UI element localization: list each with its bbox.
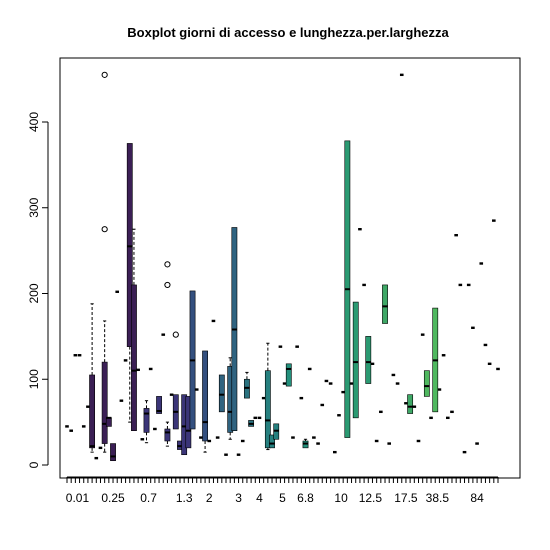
x-axis: 0.01 0.25 0.7 1.3 2 3 4 5 6.8 10 12.5 17.5 38.5 84 (66, 476, 499, 505)
outlier-point (101, 71, 108, 78)
x-tick-label: 0.7 (140, 491, 157, 505)
box-group (244, 371, 250, 399)
box-group (264, 342, 271, 451)
box-group (344, 140, 351, 438)
box-group (105, 416, 112, 427)
box-group (248, 420, 255, 427)
y-tick-label: 100 (27, 369, 41, 389)
x-tick-label: 0.25 (101, 491, 125, 505)
box-group (407, 394, 414, 414)
x-tick-label: 3 (235, 491, 242, 505)
plot-frame (59, 57, 521, 479)
box-group (110, 443, 116, 462)
box-body (285, 363, 292, 387)
x-tick-label: 5 (279, 491, 286, 505)
box-group (423, 370, 430, 397)
box-body (352, 301, 359, 419)
box-body (407, 394, 414, 414)
box-group (156, 396, 162, 414)
box-group (131, 228, 137, 431)
y-tick-label: 300 (27, 197, 41, 217)
box-body (105, 417, 112, 427)
box-group (365, 336, 372, 384)
x-tick-label: 1.3 (176, 491, 193, 505)
box-group (189, 290, 196, 430)
box-body (218, 374, 225, 413)
box-group (352, 301, 359, 419)
box-body (131, 284, 137, 431)
y-tick-label: 400 (27, 112, 41, 132)
y-tick-label: 200 (27, 283, 41, 303)
x-tick-label: 10 (334, 491, 348, 505)
box-group (164, 261, 171, 447)
box-group (382, 284, 388, 324)
box-body (164, 428, 171, 442)
x-tick-label: 38.5 (426, 491, 450, 505)
outlier-point (172, 331, 179, 338)
box-body (110, 443, 116, 462)
x-tick-label: 0.01 (66, 491, 90, 505)
box-body (202, 350, 208, 442)
box-group (172, 331, 179, 430)
box-body (423, 370, 430, 397)
y-axis: 0 100 200 300 400 (27, 112, 49, 468)
outlier-point (164, 281, 171, 289)
box-body (89, 374, 96, 449)
x-tick-label: 84 (470, 491, 484, 505)
chart-title: Boxplot giorni di accesso e lunghezza.pe… (127, 25, 449, 40)
box-group (101, 71, 108, 453)
box-group (231, 227, 238, 431)
box-body (365, 336, 372, 384)
outlier-point (164, 261, 171, 268)
box-group (273, 423, 280, 440)
outlier-point (101, 226, 108, 233)
box-group (202, 350, 208, 453)
x-tick-label: 2 (206, 491, 213, 505)
box-body (101, 361, 108, 444)
x-tick-label: 4 (256, 491, 263, 505)
box-group (218, 374, 225, 413)
box-body (264, 370, 271, 449)
box-body (143, 408, 150, 433)
x-tick-label: 6.8 (297, 491, 314, 505)
box-group (432, 307, 439, 413)
box-body (156, 396, 162, 414)
box-body (269, 434, 275, 449)
box-body (382, 284, 388, 324)
y-tick-label: 0 (27, 461, 41, 468)
box-group (285, 363, 292, 387)
box-group (89, 303, 96, 453)
box-group (126, 143, 133, 423)
x-tick-label: 17.5 (394, 491, 418, 505)
box-body (126, 143, 133, 347)
box-group (143, 400, 150, 444)
x-tick-label: 12.5 (359, 491, 383, 505)
box-group (302, 438, 309, 449)
box-group (269, 434, 275, 449)
boxes-layer (65, 71, 500, 462)
